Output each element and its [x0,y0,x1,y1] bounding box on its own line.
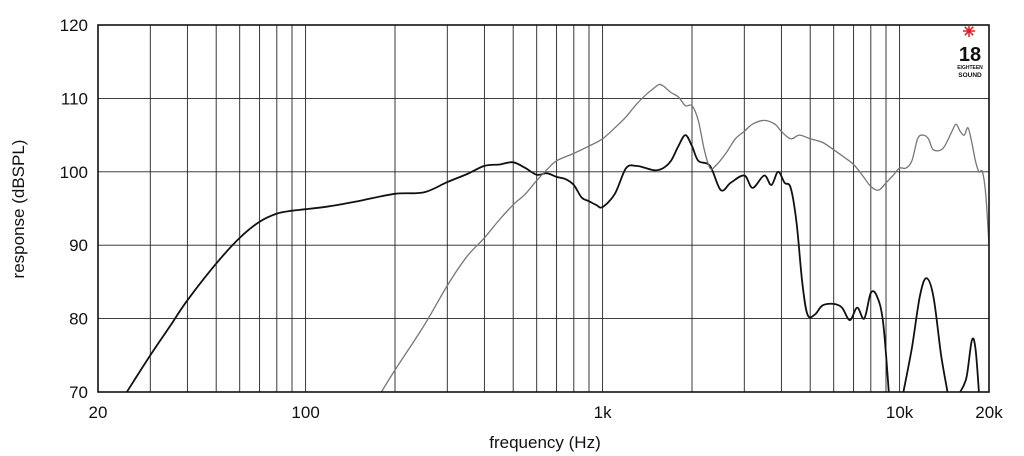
logo-line-2: SOUND [958,72,982,79]
y-tick-label: 100 [60,163,88,182]
y-tick-label: 110 [61,89,88,108]
y-tick-label: 70 [69,383,88,402]
tick-labels: 20 100 1k 10k 20k 70 80 90 100 110 120 [60,16,1004,422]
brand-logo: 18 EIGHTEEN SOUND [957,25,983,79]
plot-frame [97,24,990,393]
series-layer [126,83,990,393]
x-axis-title: frequency (Hz) [489,433,600,452]
grid-layer [98,24,989,393]
series-line [380,83,990,393]
x-tick-label: 10k [886,403,914,422]
plot-border [97,24,990,393]
logo-number: 18 [959,44,981,66]
y-axis-title: response (dBSPL) [9,140,28,279]
x-tick-label: 100 [291,403,319,422]
logo-line-1: EIGHTEEN [957,65,983,71]
y-tick-label: 90 [69,236,88,255]
x-tick-label: 20 [89,403,108,422]
series-line [902,277,949,393]
star-icon [963,25,975,37]
series-line [126,134,890,393]
series-line [959,337,980,393]
y-tick-label: 80 [69,310,88,329]
x-tick-label: 1k [594,403,612,422]
x-tick-label: 20k [975,403,1003,422]
y-tick-label: 120 [60,16,88,35]
